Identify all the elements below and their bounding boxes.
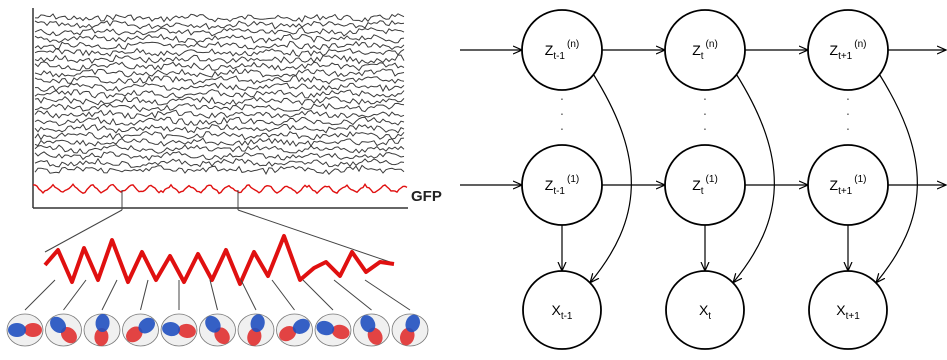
topomap-links xyxy=(25,280,410,310)
eeg-trace xyxy=(35,21,404,29)
eeg-trace xyxy=(35,49,404,57)
eeg-trace xyxy=(35,110,404,118)
eeg-trace xyxy=(35,55,404,64)
node-z-n-t+1: Zt+1(n) xyxy=(808,10,888,90)
vertical-ellipsis: · xyxy=(703,105,708,121)
eeg-trace xyxy=(35,27,404,36)
node-z-n-t: Zt(n) xyxy=(665,10,745,90)
topomap-head xyxy=(161,314,197,346)
eeg-trace xyxy=(35,90,404,99)
eeg-trace xyxy=(35,62,404,71)
vertical-ellipsis: · xyxy=(703,120,708,136)
topomap-link xyxy=(64,280,87,310)
eeg-trace xyxy=(35,97,404,105)
gfp-curve xyxy=(33,184,407,193)
vertical-ellipsis: · xyxy=(846,90,851,106)
topomap-link xyxy=(102,280,117,310)
topomap-link xyxy=(241,280,256,310)
topomap-head xyxy=(7,314,43,346)
vertical-ellipsis: · xyxy=(846,105,851,121)
eeg-trace xyxy=(35,152,404,160)
topomap-link xyxy=(141,280,149,310)
node-x-t: Xt xyxy=(666,271,744,349)
eeg-trace xyxy=(35,103,404,111)
topomap-head xyxy=(200,313,236,347)
eeg-trace xyxy=(35,132,404,140)
node-z-1-t-1: Zt-1(1) xyxy=(522,145,602,225)
topomap-row xyxy=(7,313,428,348)
topomap-head xyxy=(84,314,120,347)
eeg-trace xyxy=(35,145,404,154)
topomap-link xyxy=(334,280,372,310)
vertical-ellipsis: · xyxy=(560,90,565,106)
eeg-trace xyxy=(35,34,404,43)
topomap-head xyxy=(315,314,352,346)
eeg-trace xyxy=(35,165,404,174)
eeg-trace xyxy=(35,14,404,22)
node-x-t-1: Xt-1 xyxy=(523,271,601,349)
gfp-zoomed-curve xyxy=(45,236,394,284)
topomap-head xyxy=(238,313,274,347)
vertical-ellipsis: · xyxy=(703,90,708,106)
eeg-trace xyxy=(35,159,404,168)
topomap-link xyxy=(365,280,410,310)
eeg-panel: GFP xyxy=(7,8,442,347)
node-z-n-t-1: Zt-1(n) xyxy=(522,10,602,90)
node-z-1-t+1: Zt+1(1) xyxy=(808,145,888,225)
topomap-link xyxy=(303,280,333,310)
node-z-1-t: Zt(1) xyxy=(665,145,745,225)
eeg-trace xyxy=(35,69,404,77)
topomap-link xyxy=(25,280,55,310)
topomap-link xyxy=(272,280,295,310)
eeg-trace xyxy=(35,41,404,49)
topomap-head xyxy=(123,314,159,346)
zoom-connector-right-diag xyxy=(238,210,390,262)
topomap-head xyxy=(392,313,428,348)
vertical-ellipsis: · xyxy=(846,120,851,136)
gfp-label: GFP xyxy=(411,188,442,205)
eeg-traces xyxy=(35,14,404,174)
topomap-head xyxy=(46,314,82,347)
hmm-graph: ·········Zt-1(n)Zt-1(1)Xt-1Zt(n)Zt(1)XtZ… xyxy=(460,10,946,349)
eeg-trace xyxy=(35,76,404,84)
eeg-trace xyxy=(35,138,404,146)
topomap-head xyxy=(354,313,390,348)
eeg-trace xyxy=(35,124,404,132)
topomap-head xyxy=(276,314,312,346)
vertical-ellipsis: · xyxy=(560,120,565,136)
node-x-t+1: Xt+1 xyxy=(809,271,887,349)
eeg-trace xyxy=(35,117,404,126)
vertical-ellipsis: · xyxy=(560,105,565,121)
topomap-link xyxy=(210,280,218,310)
